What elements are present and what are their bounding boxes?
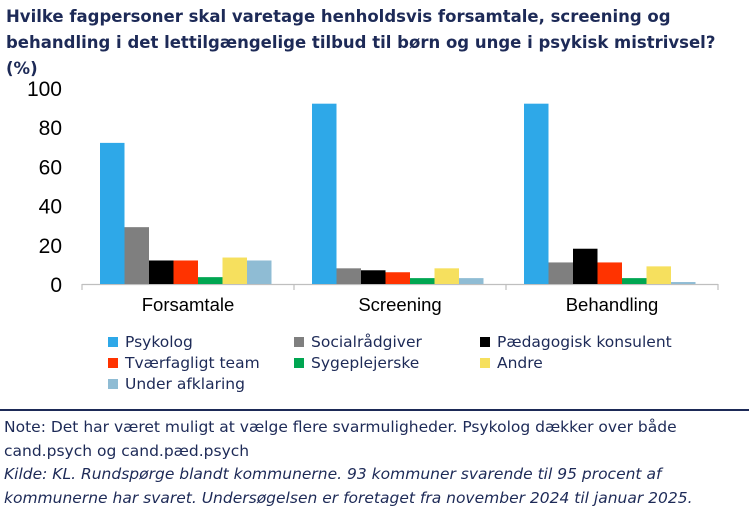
legend-swatch	[108, 358, 118, 368]
bar-pædagogisk-konsulent-forsamtale	[149, 260, 174, 284]
bar-tværfagligt-team-behandling	[597, 262, 622, 284]
bar-psykolog-forsamtale	[100, 142, 125, 284]
legend-swatch	[294, 358, 304, 368]
legend-item: Psykolog	[108, 333, 193, 351]
bar-socialrådgiver-screening	[336, 268, 361, 284]
source-text: Kilde: KL. Rundspørge blandt kommunerne.…	[4, 465, 693, 507]
bar-under-afklaring-forsamtale	[247, 260, 272, 284]
bar-pædagogisk-konsulent-behandling	[573, 248, 598, 284]
bar-andre-screening	[434, 268, 459, 284]
divider	[0, 409, 749, 411]
bar-socialrådgiver-behandling	[548, 262, 573, 284]
legend-label: Sygeplejerske	[311, 354, 420, 372]
legend-item: Sygeplejerske	[294, 354, 419, 372]
y-tick-label: 20	[39, 235, 62, 258]
bar-sygeplejerske-screening	[410, 278, 435, 284]
x-category-label: Behandling	[566, 294, 659, 315]
legend-swatch	[480, 358, 490, 368]
footer: Note: Det har været muligt at vælge fler…	[4, 416, 746, 510]
legend-item: Under afklaring	[108, 375, 245, 393]
bar-psykolog-behandling	[524, 103, 549, 285]
chart-title: Hvilke fagpersoner skal varetage henhold…	[6, 7, 716, 78]
x-category-label: Forsamtale	[142, 294, 235, 315]
bar-andre-behandling	[646, 266, 671, 284]
x-category-label: Screening	[358, 294, 441, 315]
bar-under-afklaring-screening	[459, 278, 484, 284]
bar-tværfagligt-team-screening	[385, 272, 410, 284]
bar-sygeplejerske-forsamtale	[198, 277, 223, 284]
bar-pædagogisk-konsulent-screening	[361, 270, 386, 284]
legend-item: Tværfagligt team	[108, 354, 260, 372]
legend-label: Pædagogisk konsulent	[497, 333, 672, 351]
legend-label: Under afklaring	[125, 375, 245, 393]
y-tick-label: 60	[39, 156, 62, 179]
y-tick-label: 40	[39, 196, 62, 219]
y-tick-label: 80	[39, 117, 62, 140]
bar-socialrådgiver-forsamtale	[124, 227, 149, 284]
legend-label: Socialrådgiver	[311, 333, 422, 351]
chart-legend: Psykolog Socialrådgiver Pædagogisk konsule…	[0, 333, 749, 406]
bar-under-afklaring-behandling	[671, 282, 696, 284]
legend-item: Socialrådgiver	[294, 333, 422, 351]
note-text: Note: Det har været muligt at vælge fler…	[4, 418, 677, 460]
bar-tværfagligt-team-forsamtale	[173, 260, 198, 284]
legend-item: Andre	[480, 354, 543, 372]
legend-label: Tværfagligt team	[125, 354, 260, 372]
legend-item: Pædagogisk konsulent	[480, 333, 672, 351]
bar-chart: 0 20 40 60 80 100 Forsamtale Screening Behandlin…	[27, 78, 719, 315]
bar-andre-forsamtale	[222, 257, 247, 284]
bar-sygeplejerske-behandling	[622, 278, 647, 284]
legend-swatch	[108, 337, 118, 347]
legend-swatch	[108, 379, 118, 389]
y-tick-label: 100	[27, 78, 62, 101]
y-tick-label: 0	[50, 274, 62, 297]
legend-label: Psykolog	[125, 333, 193, 351]
legend-swatch	[480, 337, 490, 347]
legend-label: Andre	[497, 354, 543, 372]
bar-psykolog-screening	[312, 103, 337, 285]
legend-swatch	[294, 337, 304, 347]
